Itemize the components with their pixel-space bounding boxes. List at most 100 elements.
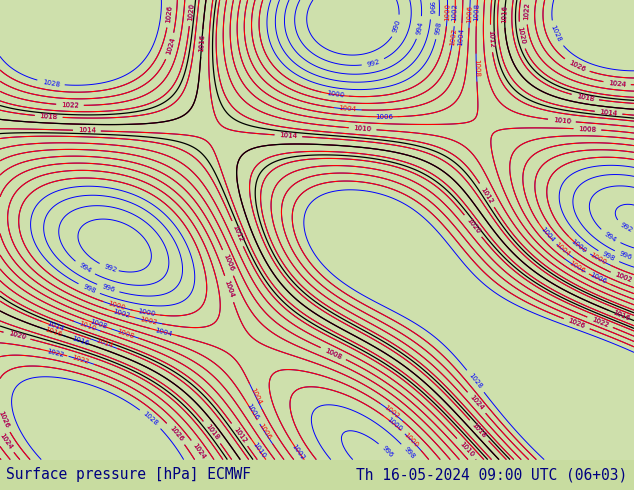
Text: 990: 990 <box>392 19 402 33</box>
Text: 1026: 1026 <box>0 410 10 429</box>
Text: 1002: 1002 <box>449 27 457 46</box>
Text: 1004: 1004 <box>339 105 357 113</box>
Text: 1002: 1002 <box>614 271 633 284</box>
Text: 1022: 1022 <box>591 316 609 328</box>
Text: 1020: 1020 <box>8 331 27 341</box>
Text: 1020: 1020 <box>516 26 526 45</box>
Text: 1002: 1002 <box>451 3 458 22</box>
Text: 1016: 1016 <box>501 5 508 23</box>
Text: 1016: 1016 <box>71 336 90 347</box>
Text: 992: 992 <box>103 263 117 273</box>
Text: 1020: 1020 <box>187 3 195 22</box>
Text: 1024: 1024 <box>469 394 484 412</box>
Text: 1004: 1004 <box>223 280 235 298</box>
Text: 1012: 1012 <box>488 29 495 48</box>
Text: 1010: 1010 <box>77 320 96 332</box>
Text: 996: 996 <box>428 1 434 15</box>
Text: 1002: 1002 <box>139 316 158 326</box>
Text: 1006: 1006 <box>222 253 235 272</box>
Text: 1006: 1006 <box>375 114 393 120</box>
Text: 1002: 1002 <box>291 443 306 461</box>
Text: 1026: 1026 <box>165 4 172 23</box>
Text: 1022: 1022 <box>46 348 65 358</box>
Text: 1004: 1004 <box>457 28 465 46</box>
Text: 1000: 1000 <box>570 238 588 254</box>
Text: 1006: 1006 <box>245 403 259 421</box>
Text: 1028: 1028 <box>468 372 483 390</box>
Text: 1018: 1018 <box>39 113 58 120</box>
Text: 1026: 1026 <box>567 59 586 73</box>
Text: 1012: 1012 <box>231 224 244 243</box>
Text: 1018: 1018 <box>471 422 488 439</box>
Text: 1022: 1022 <box>61 102 79 108</box>
Text: 1026: 1026 <box>0 410 10 429</box>
Text: 1022: 1022 <box>61 102 79 108</box>
Text: 1010: 1010 <box>458 440 475 458</box>
Text: 1018: 1018 <box>471 422 488 439</box>
Text: 996: 996 <box>618 250 633 261</box>
Text: 1020: 1020 <box>187 3 195 22</box>
Text: 1000: 1000 <box>137 309 156 318</box>
Text: 1014: 1014 <box>279 132 297 139</box>
Text: 1024: 1024 <box>192 442 207 461</box>
Text: 1018: 1018 <box>204 423 220 441</box>
Text: 1018: 1018 <box>576 93 595 102</box>
Text: 998: 998 <box>403 446 416 460</box>
Text: 1024: 1024 <box>608 80 626 88</box>
Text: 1020: 1020 <box>8 331 27 341</box>
Text: 1008: 1008 <box>324 347 343 360</box>
Text: 1010: 1010 <box>553 117 571 124</box>
Text: 1024: 1024 <box>0 432 13 450</box>
Text: 1004: 1004 <box>154 327 173 337</box>
Text: 1004: 1004 <box>539 225 555 243</box>
Text: 1026: 1026 <box>168 425 184 442</box>
Text: 1008: 1008 <box>89 318 108 330</box>
Text: 1020: 1020 <box>465 217 481 235</box>
Text: 1024: 1024 <box>608 80 626 88</box>
Text: 1014: 1014 <box>78 127 96 134</box>
Text: 1006: 1006 <box>466 5 473 23</box>
Text: Th 16-05-2024 09:00 UTC (06+03): Th 16-05-2024 09:00 UTC (06+03) <box>356 467 628 482</box>
Text: 1012: 1012 <box>231 224 244 243</box>
Text: 1020: 1020 <box>516 26 526 45</box>
Text: 1016: 1016 <box>198 34 205 52</box>
Text: 1024: 1024 <box>192 442 207 461</box>
Text: 1016: 1016 <box>44 326 63 338</box>
Text: 1006: 1006 <box>567 260 586 274</box>
Text: 992: 992 <box>366 58 380 68</box>
Text: 1008: 1008 <box>578 126 597 133</box>
Text: 1010: 1010 <box>553 117 571 124</box>
Text: 1016: 1016 <box>501 5 508 23</box>
Text: 994: 994 <box>415 21 424 35</box>
Text: 1016: 1016 <box>612 309 631 321</box>
Text: 1014: 1014 <box>599 109 618 117</box>
Text: 1026: 1026 <box>165 4 172 23</box>
Text: 1000: 1000 <box>444 3 451 22</box>
Text: 1010: 1010 <box>458 440 475 458</box>
Text: 1016: 1016 <box>198 34 205 52</box>
Text: 1024: 1024 <box>165 37 176 55</box>
Text: Surface pressure [hPa] ECMWF: Surface pressure [hPa] ECMWF <box>6 467 251 482</box>
Text: 1010: 1010 <box>353 125 372 132</box>
Text: 1000: 1000 <box>107 300 126 311</box>
Text: 1000: 1000 <box>385 416 403 433</box>
Text: 1010: 1010 <box>252 441 267 460</box>
Text: 1020: 1020 <box>465 217 481 235</box>
Text: 1014: 1014 <box>599 109 618 117</box>
Text: 1018: 1018 <box>204 423 220 441</box>
Text: 1022: 1022 <box>71 354 90 366</box>
Text: 1008: 1008 <box>115 328 134 339</box>
Text: 1008: 1008 <box>578 126 597 133</box>
Text: 1028: 1028 <box>42 79 60 88</box>
Text: 1014: 1014 <box>94 338 113 349</box>
Text: 1006: 1006 <box>257 423 272 441</box>
Text: 1028: 1028 <box>142 411 159 427</box>
Text: 1012: 1012 <box>232 426 247 444</box>
Text: 1016: 1016 <box>612 309 631 321</box>
Text: 1024: 1024 <box>0 432 13 450</box>
Text: 1004: 1004 <box>223 280 235 298</box>
Text: 1024: 1024 <box>469 394 484 412</box>
Text: 1014: 1014 <box>279 132 297 139</box>
Text: 994: 994 <box>77 262 92 274</box>
Text: 1008: 1008 <box>473 58 480 77</box>
